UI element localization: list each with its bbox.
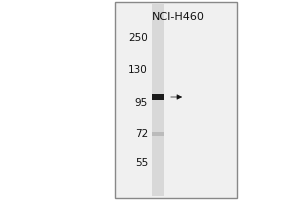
Text: 72: 72 [135, 129, 148, 139]
Text: 250: 250 [128, 33, 148, 43]
Text: NCI-H460: NCI-H460 [152, 12, 204, 22]
Text: 130: 130 [128, 65, 148, 75]
Bar [115, 2, 237, 198]
Bar [152, 132, 164, 136]
Bar [152, 94, 164, 100]
Text: 55: 55 [135, 158, 148, 168]
Text: 95: 95 [135, 98, 148, 108]
Bar [152, 4, 164, 196]
